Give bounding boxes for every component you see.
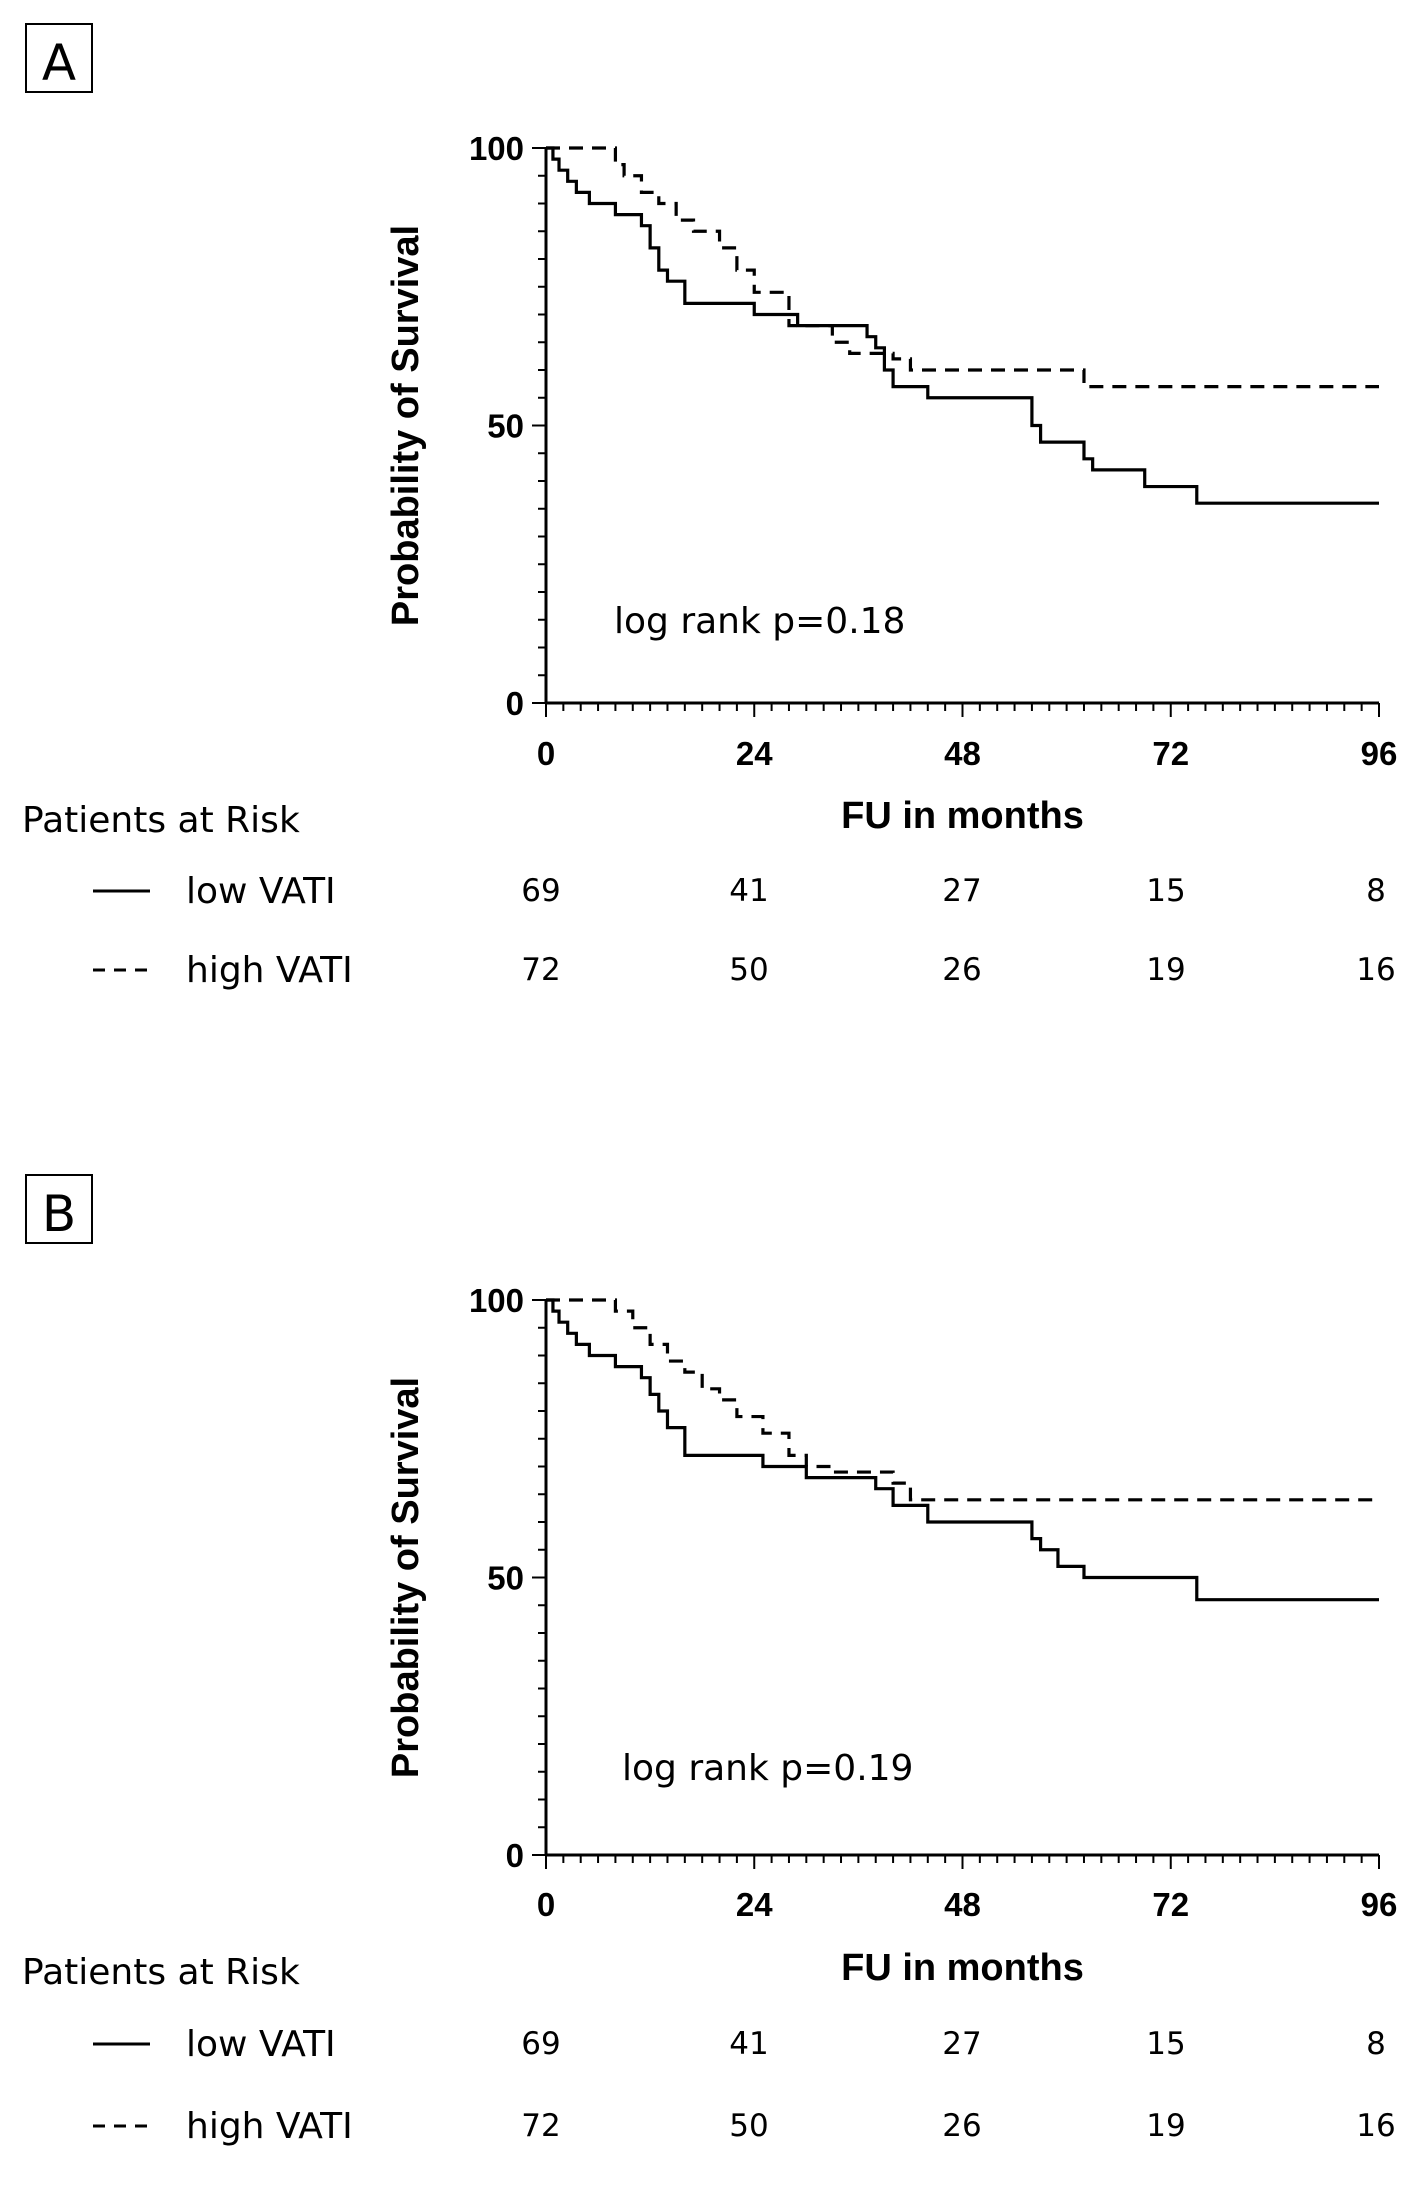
risk-count: 19 — [1146, 952, 1185, 988]
risk-count: 69 — [521, 2026, 560, 2062]
risk-table-heading: Patients at Risk — [22, 800, 300, 841]
y-tick-label: 0 — [506, 685, 524, 722]
log-rank-annotation: log rank p=0.19 — [622, 1748, 913, 1789]
risk-count: 50 — [729, 2108, 768, 2144]
x-axis-title: FU in months — [841, 1947, 1084, 1989]
risk-count: 26 — [942, 2108, 981, 2144]
risk-count: 26 — [942, 952, 981, 988]
y-tick-label: 100 — [469, 130, 524, 167]
y-tick-label: 0 — [506, 1837, 524, 1874]
risk-count: 8 — [1366, 2026, 1386, 2062]
risk-count: 19 — [1146, 2108, 1185, 2144]
survival-panel-b: B 0 50 100 0 24 48 72 96 Probability of Survival F… — [22, 1174, 1398, 2147]
risk-row-label: low VATI — [186, 871, 336, 912]
y-tick-label: 100 — [469, 1282, 524, 1319]
x-tick-label: 24 — [736, 735, 773, 772]
risk-count: 72 — [521, 952, 560, 988]
y-tick-label: 50 — [487, 408, 524, 445]
risk-count: 8 — [1366, 873, 1386, 909]
x-tick-label: 48 — [944, 1886, 981, 1923]
log-rank-annotation: log rank p=0.18 — [614, 601, 905, 642]
risk-row-label: low VATI — [186, 2024, 336, 2065]
x-tick-label: 72 — [1152, 735, 1189, 772]
risk-count: 16 — [1356, 952, 1395, 988]
risk-count: 41 — [729, 2026, 768, 2062]
risk-count: 15 — [1146, 873, 1185, 909]
risk-count: 27 — [942, 2026, 981, 2062]
x-tick-label: 0 — [537, 735, 555, 772]
survival-curve-low-vati — [546, 1298, 1379, 1602]
risk-row-label: high VATI — [186, 2106, 353, 2147]
survival-panel-a: A 0 50 100 0 24 48 72 96 Probability of Survival F… — [22, 23, 1398, 991]
panel-label: A — [42, 34, 76, 92]
survival-curve-low-vati — [546, 146, 1379, 505]
risk-count: 41 — [729, 873, 768, 909]
risk-count: 27 — [942, 873, 981, 909]
x-axis-title: FU in months — [841, 795, 1084, 837]
x-tick-label: 24 — [736, 1886, 773, 1923]
x-tick-label: 0 — [537, 1886, 555, 1923]
y-tick-label: 50 — [487, 1560, 524, 1597]
x-tick-label: 72 — [1152, 1886, 1189, 1923]
x-tick-label: 96 — [1361, 735, 1398, 772]
risk-count: 50 — [729, 952, 768, 988]
x-tick-label: 96 — [1361, 1886, 1398, 1923]
risk-count: 72 — [521, 2108, 560, 2144]
y-axis-title: Probability of Survival — [385, 1377, 427, 1778]
x-tick-label: 48 — [944, 735, 981, 772]
panel-label-box — [25, 1174, 93, 1244]
risk-row-label: high VATI — [186, 950, 353, 991]
risk-count: 16 — [1356, 2108, 1395, 2144]
survival-curve-high-vati — [546, 1298, 1379, 1502]
risk-count: 15 — [1146, 2026, 1185, 2062]
survival-curve-high-vati — [546, 146, 1379, 389]
y-axis-title: Probability of Survival — [385, 225, 427, 626]
panel-label: B — [42, 1185, 76, 1243]
risk-count: 69 — [521, 873, 560, 909]
risk-table-heading: Patients at Risk — [22, 1952, 300, 1993]
panel-label-box — [25, 23, 93, 93]
